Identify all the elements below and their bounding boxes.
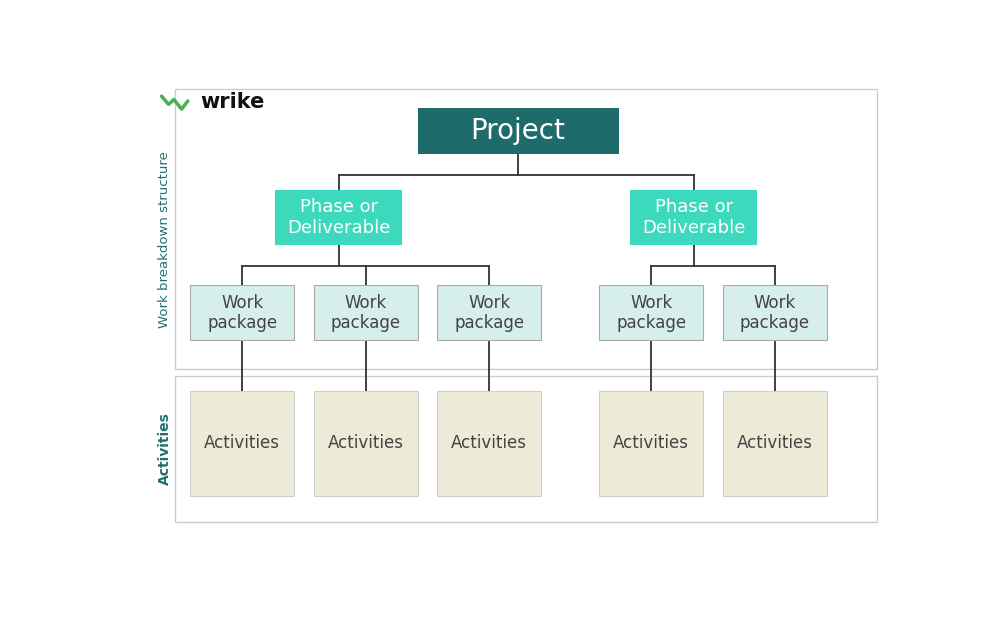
FancyBboxPatch shape [190, 285, 295, 340]
Text: Phase or
Deliverable: Phase or Deliverable [642, 198, 745, 236]
Text: Work breakdown structure: Work breakdown structure [158, 151, 171, 328]
Text: Work
package: Work package [740, 294, 810, 332]
Text: Activities: Activities [614, 434, 689, 452]
Text: Project: Project [471, 117, 566, 145]
FancyBboxPatch shape [630, 190, 758, 244]
FancyBboxPatch shape [314, 285, 418, 340]
Text: Phase or
Deliverable: Phase or Deliverable [287, 198, 390, 236]
Text: Activities: Activities [451, 434, 527, 452]
FancyBboxPatch shape [174, 376, 877, 522]
FancyBboxPatch shape [437, 391, 542, 496]
Text: Work
package: Work package [617, 294, 686, 332]
FancyBboxPatch shape [314, 391, 418, 496]
FancyBboxPatch shape [723, 285, 827, 340]
FancyBboxPatch shape [418, 108, 619, 154]
Text: Work
package: Work package [454, 294, 524, 332]
Text: Activities: Activities [204, 434, 280, 452]
Text: Activities: Activities [737, 434, 813, 452]
FancyBboxPatch shape [600, 391, 703, 496]
FancyBboxPatch shape [437, 285, 542, 340]
FancyBboxPatch shape [723, 391, 827, 496]
FancyBboxPatch shape [275, 190, 402, 244]
FancyBboxPatch shape [190, 391, 295, 496]
FancyBboxPatch shape [600, 285, 703, 340]
FancyBboxPatch shape [174, 89, 877, 369]
Text: Activities: Activities [328, 434, 403, 452]
Text: Activities: Activities [157, 412, 171, 485]
Text: wrike: wrike [200, 93, 265, 113]
Text: Work
package: Work package [207, 294, 277, 332]
Text: Work
package: Work package [331, 294, 400, 332]
